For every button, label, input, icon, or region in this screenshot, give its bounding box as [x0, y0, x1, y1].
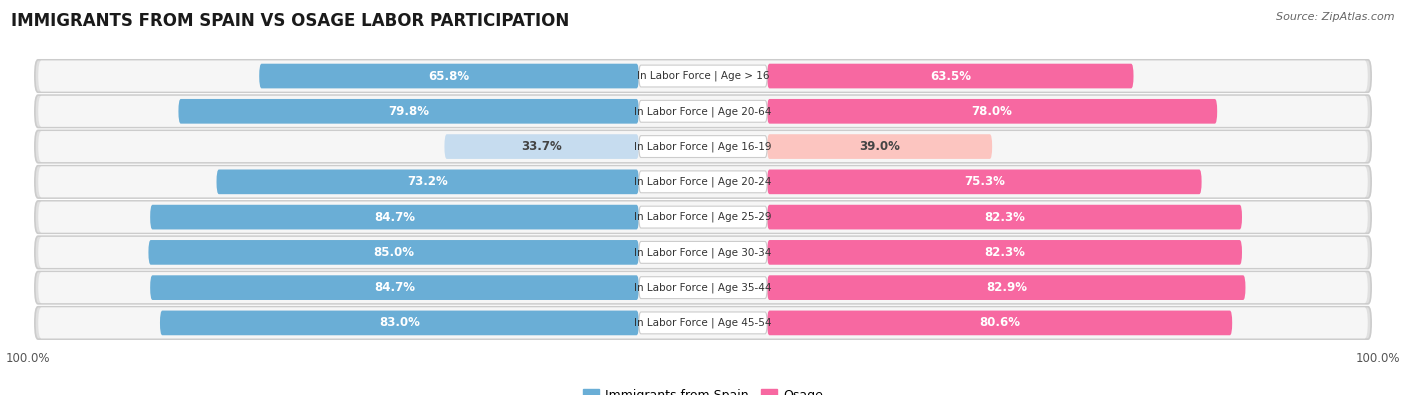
FancyBboxPatch shape	[179, 99, 638, 124]
FancyBboxPatch shape	[150, 275, 638, 300]
Text: 82.9%: 82.9%	[986, 281, 1026, 294]
FancyBboxPatch shape	[38, 201, 1368, 233]
Text: 83.0%: 83.0%	[380, 316, 420, 329]
FancyBboxPatch shape	[35, 236, 1371, 269]
FancyBboxPatch shape	[38, 131, 1368, 162]
FancyBboxPatch shape	[768, 169, 1202, 194]
Text: 82.3%: 82.3%	[984, 246, 1025, 259]
Text: In Labor Force | Age 25-29: In Labor Force | Age 25-29	[634, 212, 772, 222]
FancyBboxPatch shape	[217, 169, 638, 194]
Text: 39.0%: 39.0%	[859, 140, 900, 153]
FancyBboxPatch shape	[35, 95, 1371, 128]
Text: In Labor Force | Age 20-24: In Labor Force | Age 20-24	[634, 177, 772, 187]
FancyBboxPatch shape	[38, 237, 1368, 268]
FancyBboxPatch shape	[638, 241, 768, 263]
FancyBboxPatch shape	[638, 135, 768, 158]
FancyBboxPatch shape	[638, 100, 768, 122]
FancyBboxPatch shape	[38, 96, 1368, 127]
Text: In Labor Force | Age 20-64: In Labor Force | Age 20-64	[634, 106, 772, 117]
Text: 84.7%: 84.7%	[374, 281, 415, 294]
Text: IMMIGRANTS FROM SPAIN VS OSAGE LABOR PARTICIPATION: IMMIGRANTS FROM SPAIN VS OSAGE LABOR PAR…	[11, 12, 569, 30]
FancyBboxPatch shape	[149, 240, 638, 265]
Text: 82.3%: 82.3%	[984, 211, 1025, 224]
FancyBboxPatch shape	[768, 240, 1241, 265]
Legend: Immigrants from Spain, Osage: Immigrants from Spain, Osage	[578, 384, 828, 395]
Text: Source: ZipAtlas.com: Source: ZipAtlas.com	[1277, 12, 1395, 22]
Text: In Labor Force | Age 35-44: In Labor Force | Age 35-44	[634, 282, 772, 293]
FancyBboxPatch shape	[160, 310, 638, 335]
FancyBboxPatch shape	[35, 130, 1371, 163]
FancyBboxPatch shape	[38, 272, 1368, 303]
Text: 33.7%: 33.7%	[522, 140, 562, 153]
FancyBboxPatch shape	[444, 134, 638, 159]
FancyBboxPatch shape	[38, 307, 1368, 339]
FancyBboxPatch shape	[638, 65, 768, 87]
FancyBboxPatch shape	[638, 171, 768, 193]
FancyBboxPatch shape	[768, 99, 1218, 124]
Text: 79.8%: 79.8%	[388, 105, 429, 118]
Text: 78.0%: 78.0%	[972, 105, 1012, 118]
FancyBboxPatch shape	[768, 310, 1232, 335]
FancyBboxPatch shape	[35, 166, 1371, 198]
Text: In Labor Force | Age 16-19: In Labor Force | Age 16-19	[634, 141, 772, 152]
FancyBboxPatch shape	[768, 205, 1241, 229]
FancyBboxPatch shape	[35, 201, 1371, 233]
FancyBboxPatch shape	[35, 60, 1371, 92]
Text: 63.5%: 63.5%	[929, 70, 970, 83]
FancyBboxPatch shape	[638, 312, 768, 334]
Text: In Labor Force | Age > 16: In Labor Force | Age > 16	[637, 71, 769, 81]
FancyBboxPatch shape	[35, 271, 1371, 304]
FancyBboxPatch shape	[35, 307, 1371, 339]
FancyBboxPatch shape	[38, 166, 1368, 198]
FancyBboxPatch shape	[150, 205, 638, 229]
Text: 75.3%: 75.3%	[965, 175, 1005, 188]
FancyBboxPatch shape	[768, 64, 1133, 88]
FancyBboxPatch shape	[259, 64, 638, 88]
FancyBboxPatch shape	[38, 60, 1368, 92]
FancyBboxPatch shape	[638, 277, 768, 299]
FancyBboxPatch shape	[768, 275, 1246, 300]
Text: 65.8%: 65.8%	[429, 70, 470, 83]
Text: 84.7%: 84.7%	[374, 211, 415, 224]
Text: In Labor Force | Age 30-34: In Labor Force | Age 30-34	[634, 247, 772, 258]
Text: In Labor Force | Age 45-54: In Labor Force | Age 45-54	[634, 318, 772, 328]
Text: 80.6%: 80.6%	[979, 316, 1021, 329]
FancyBboxPatch shape	[638, 206, 768, 228]
Text: 73.2%: 73.2%	[408, 175, 449, 188]
Text: 85.0%: 85.0%	[373, 246, 415, 259]
FancyBboxPatch shape	[768, 134, 993, 159]
